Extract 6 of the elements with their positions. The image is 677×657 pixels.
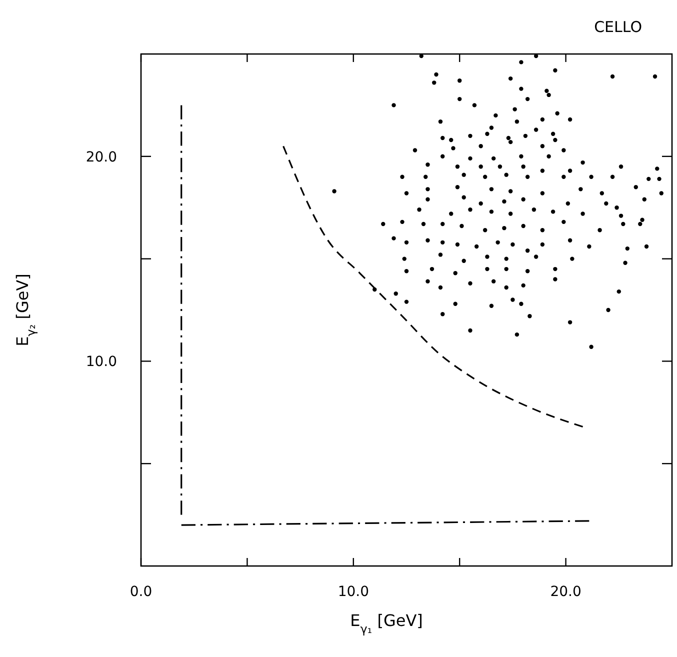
x-tick-label: 0.0 <box>130 584 152 600</box>
x-tick-label: 20.0 <box>550 584 582 600</box>
chart-title: CELLO <box>594 18 642 36</box>
x-tick-label: 10.0 <box>338 584 369 600</box>
line-series <box>282 145 584 428</box>
x-axis-title: E$_{γ₁}$ [GeV] <box>350 611 423 636</box>
